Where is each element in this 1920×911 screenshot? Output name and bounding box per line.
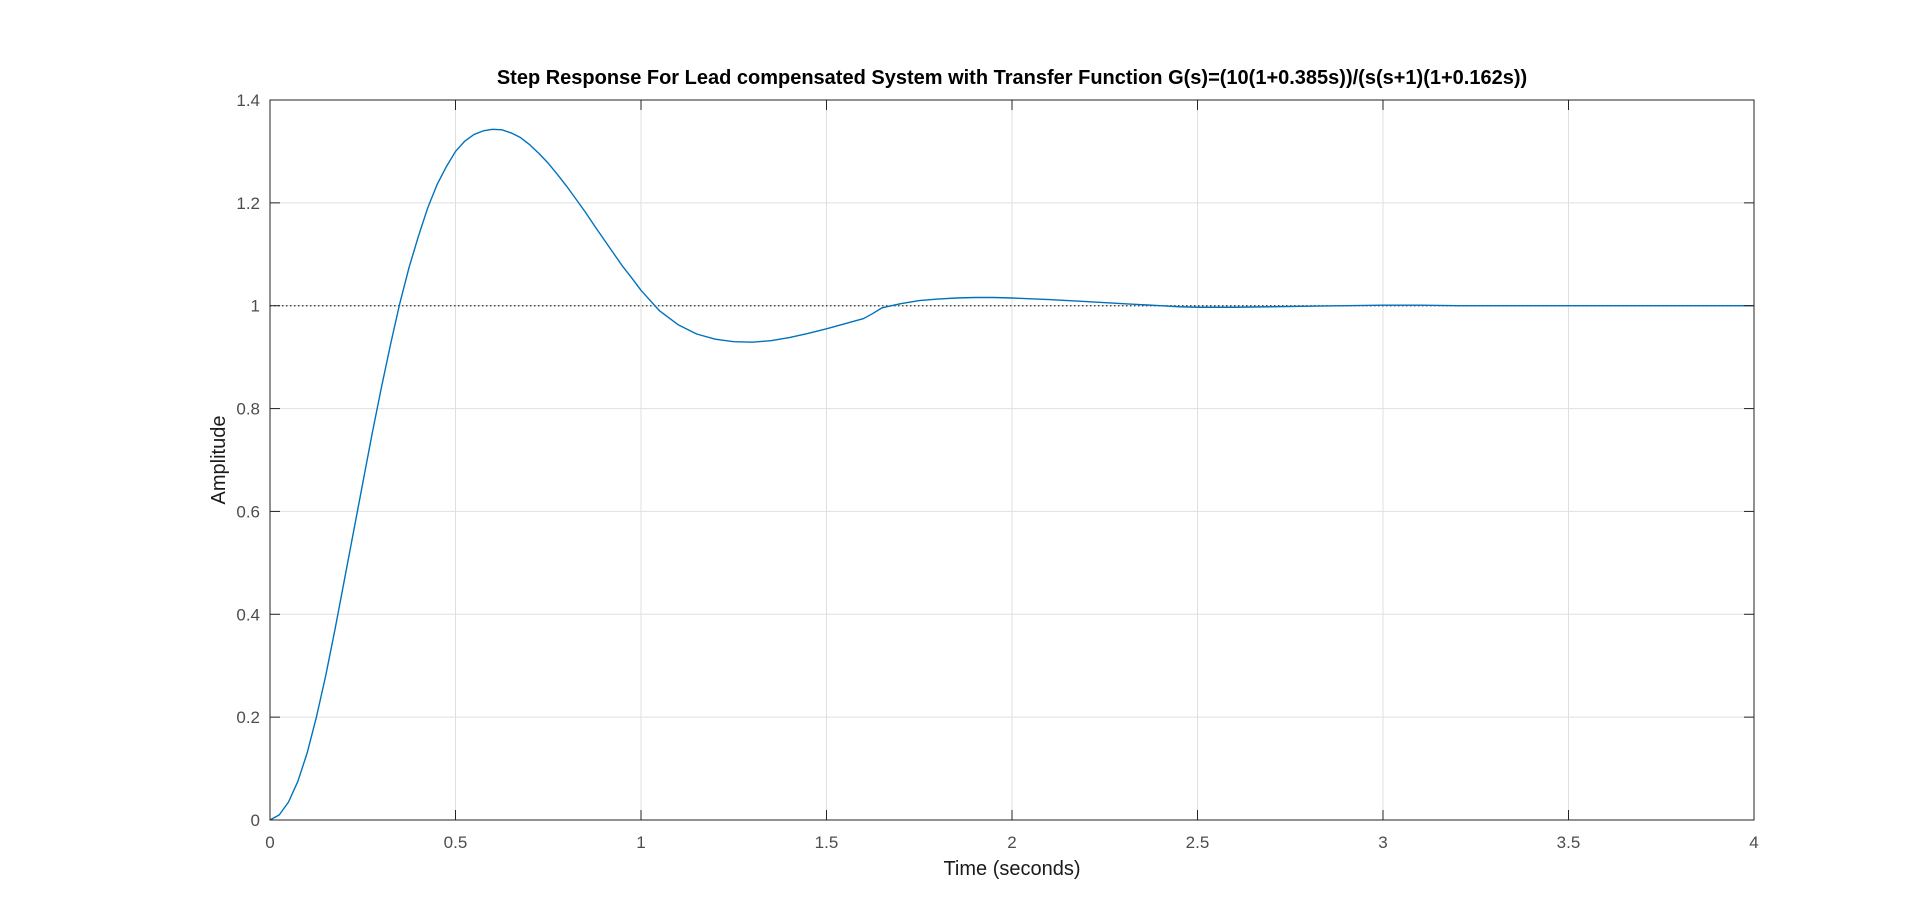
y-axis-label: Amplitude: [208, 416, 230, 505]
y-tick-label: 1.4: [236, 91, 260, 110]
x-tick-label: 0.5: [444, 833, 468, 852]
y-tick-label: 0.4: [236, 605, 260, 624]
x-tick-label: 2: [1007, 833, 1016, 852]
x-tick-label: 3: [1378, 833, 1387, 852]
y-tick-label: 0: [251, 811, 260, 830]
x-tick-label: 1: [636, 833, 645, 852]
x-tick-labels: 0 0.5 1 1.5 2 2.5 3 3.5 4: [265, 833, 1758, 852]
x-tick-label: 0: [265, 833, 274, 852]
y-tick-label: 0.6: [236, 502, 260, 521]
x-tick-label: 1.5: [815, 833, 839, 852]
y-tick-label: 0.8: [236, 400, 260, 419]
chart-title: Step Response For Lead compensated Syste…: [497, 67, 1527, 89]
y-tick-label: 0.2: [236, 708, 260, 727]
x-tick-label: 2.5: [1186, 833, 1210, 852]
tick-marks: [269, 99, 1755, 821]
x-tick-label: 4: [1749, 833, 1758, 852]
step-response-line: [269, 128, 1754, 821]
y-tick-label: 1: [251, 297, 260, 316]
x-axis-label: Time (seconds): [943, 858, 1080, 880]
y-tick-labels: 0 0.2 0.4 0.6 0.8 1 1.2 1.4: [236, 91, 260, 830]
x-tick-label: 3.5: [1557, 833, 1581, 852]
series-group: [269, 128, 1754, 821]
y-tick-label: 1.2: [236, 194, 260, 213]
